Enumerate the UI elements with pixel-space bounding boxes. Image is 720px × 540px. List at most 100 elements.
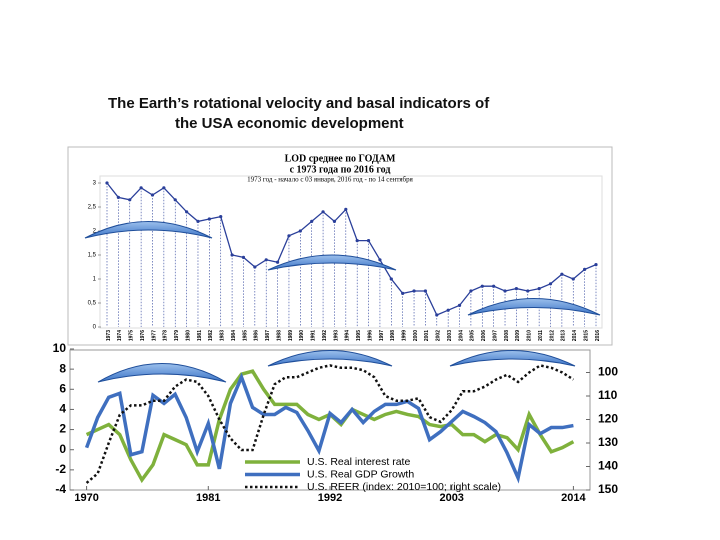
point — [241, 255, 246, 259]
x-tick-label: 1976 — [140, 330, 146, 341]
y-tick-label: 0 — [93, 325, 97, 331]
top-chart-frame — [67, 146, 613, 346]
point — [537, 287, 541, 291]
point — [548, 282, 553, 286]
y-tick-label: 6 — [59, 381, 66, 395]
top-subtitle: с 1973 года по 2016 год — [290, 164, 391, 175]
y2-tick-label: 120 — [598, 412, 618, 426]
x-tick-label: 1990 — [299, 330, 305, 341]
y-tick-label: 2,5 — [88, 205, 97, 211]
lens — [267, 254, 397, 271]
series-line — [85, 364, 575, 484]
top-plot-frame — [99, 175, 603, 329]
point — [264, 258, 268, 262]
x-tick-label: 2013 — [561, 330, 567, 341]
point — [435, 313, 439, 317]
x-tick-label: 2003 — [447, 330, 453, 341]
y2-tick-label: 150 — [598, 482, 618, 496]
point — [139, 186, 143, 190]
title-line: the USA economic development — [175, 115, 404, 132]
point — [583, 267, 587, 271]
x-tick-label: 1974 — [117, 330, 123, 341]
point — [480, 284, 484, 288]
y-tick-label: 1 — [93, 277, 97, 283]
x-tick-label: 1993 — [333, 330, 339, 341]
x-tick-label: 2001 — [424, 330, 430, 341]
x-tick-label: 2012 — [549, 330, 555, 341]
x-tick-label: 2006 — [481, 330, 487, 341]
x-tick-label: 2010 — [527, 330, 533, 341]
point — [366, 239, 371, 243]
lens — [267, 350, 393, 367]
y2-tick-label: 110 — [598, 388, 618, 402]
point — [162, 186, 166, 190]
x-tick-label: 1988 — [276, 330, 282, 341]
x-tick-label: 1984 — [231, 330, 237, 341]
x-tick-label: 1997 — [379, 330, 385, 341]
lens — [84, 221, 213, 239]
point — [446, 308, 450, 312]
x-tick-label: 1989 — [288, 330, 294, 341]
point — [116, 195, 120, 199]
point — [492, 284, 496, 288]
x-tick-label: 2014 — [572, 330, 578, 341]
x-tick-label: 1981 — [197, 330, 203, 341]
series-line — [84, 372, 574, 484]
x-tick-label: 2002 — [436, 330, 442, 341]
x-tick-label: 2004 — [458, 330, 464, 341]
point — [287, 234, 291, 238]
y-tick-label: -4 — [55, 482, 66, 496]
x-tick-label: 1979 — [174, 330, 180, 341]
legend-label: U.S. Real GDP Growth — [307, 468, 414, 480]
x-tick-label: 2015 — [583, 330, 589, 341]
x-tick-label: 1978 — [163, 330, 169, 341]
y-tick-label: 1,5 — [88, 253, 97, 259]
x-tick-label: 1992 — [322, 330, 328, 341]
point — [526, 289, 530, 293]
y2-tick-label: 100 — [598, 365, 618, 379]
x-tick-label: 1980 — [185, 330, 191, 341]
x-tick-label: 2009 — [515, 330, 521, 341]
x-tick-label: 1982 — [208, 330, 214, 341]
y-tick-label: 10 — [53, 341, 67, 355]
lens — [97, 363, 227, 383]
x-tick-label: 2007 — [492, 330, 498, 341]
top-note: 1973 год - начало с 03 января, 2016 год … — [247, 176, 413, 184]
x-tick-label: 2016 — [595, 330, 601, 341]
y-tick-label: -2 — [55, 462, 66, 476]
point — [571, 277, 575, 281]
legend-label: U.S. REER (index: 2010=100; right scale) — [307, 481, 501, 493]
point — [230, 253, 234, 257]
point — [298, 229, 302, 233]
y-tick-label: 2 — [59, 422, 66, 436]
x-tick-label: 2005 — [470, 330, 476, 341]
point — [253, 265, 257, 269]
x-tick-label: 2011 — [538, 330, 544, 341]
x-tick-label: 1983 — [220, 330, 226, 341]
lens — [449, 350, 576, 367]
point — [469, 289, 473, 293]
x-tick-label: 1970 — [74, 492, 98, 504]
point — [332, 219, 337, 223]
x-tick-label: 1996 — [367, 330, 373, 341]
point — [344, 207, 348, 211]
point — [594, 263, 598, 267]
point — [185, 210, 189, 214]
point — [207, 217, 211, 221]
point — [105, 181, 109, 185]
decorations — [84, 221, 601, 383]
x-tick-label: 1986 — [254, 330, 260, 341]
x-tick-label: 1975 — [129, 330, 135, 341]
point — [310, 219, 314, 223]
point — [560, 272, 564, 276]
x-tick-label: 2003 — [439, 492, 463, 504]
x-tick-label: 2008 — [504, 330, 510, 341]
point — [355, 239, 359, 243]
y-tick-label: 0 — [59, 442, 66, 456]
marks: 0 0,5 1 1,5 2 2,5 3 1973 1974 1975 1976 1977 1978 197… — [53, 181, 619, 504]
x-tick-label: 1985 — [242, 330, 248, 341]
y-tick-label: 8 — [59, 361, 66, 375]
lens — [467, 298, 601, 316]
legend-label: U.S. Real interest rate — [307, 456, 410, 468]
